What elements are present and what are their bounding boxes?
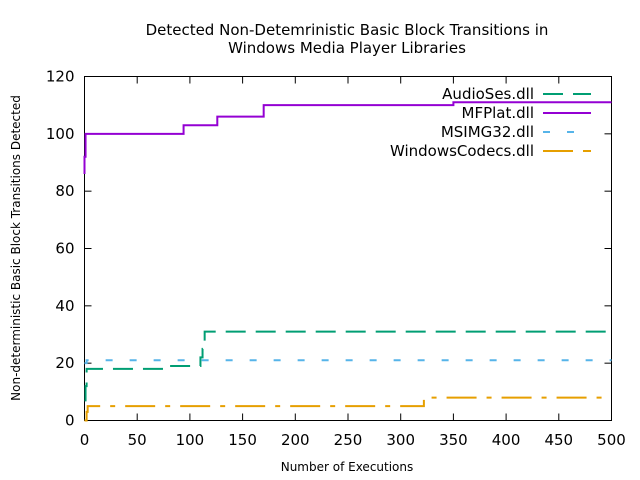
x-axis-ticks: 0 50 100 150 200 250 300 350 400 450 500 <box>80 76 626 449</box>
y-tick-label: 80 <box>55 182 74 200</box>
x-tick-label: 350 <box>439 431 468 449</box>
legend-label: WindowsCodecs.dll <box>390 142 534 160</box>
x-tick-label: 400 <box>492 431 521 449</box>
series-line-msimg32-dll <box>84 359 612 365</box>
legend: AudioSes.dllMFPlat.dllMSIMG32.dllWindows… <box>390 85 591 160</box>
x-tick-label: 0 <box>80 431 90 449</box>
y-axis-ticks: 0 20 40 60 80 100 120 <box>46 68 612 430</box>
x-axis-label: Number of Executions <box>281 460 414 474</box>
x-tick-label: 50 <box>128 431 147 449</box>
y-tick-label: 0 <box>65 412 75 430</box>
legend-label: MSIMG32.dll <box>441 123 534 141</box>
x-tick-label: 500 <box>597 431 626 449</box>
y-tick-label: 40 <box>55 297 74 315</box>
x-tick-label: 150 <box>228 431 257 449</box>
y-axis-label: Non-deterministic Basic Block Transition… <box>9 95 23 401</box>
series-line-audioses-dll <box>84 330 612 402</box>
x-tick-label: 300 <box>386 431 415 449</box>
x-tick-label: 200 <box>281 431 310 449</box>
legend-label: MFPlat.dll <box>462 104 534 122</box>
y-tick-label: 20 <box>55 354 74 372</box>
x-tick-label: 450 <box>544 431 573 449</box>
x-tick-label: 250 <box>334 431 363 449</box>
legend-label: AudioSes.dll <box>442 85 534 103</box>
y-tick-label: 60 <box>55 240 74 258</box>
y-tick-label: 100 <box>46 125 75 143</box>
chart-title-line-1: Detected Non-Detemrinistic Basic Block T… <box>146 21 549 39</box>
chart-title-line-2: Windows Media Player Libraries <box>228 39 466 57</box>
y-tick-label: 120 <box>46 68 75 86</box>
series-line-mfplat-dll <box>83 101 612 174</box>
x-tick-label: 100 <box>176 431 205 449</box>
series-layer <box>83 101 612 422</box>
series-line-windowscodecs-dll <box>84 396 612 422</box>
